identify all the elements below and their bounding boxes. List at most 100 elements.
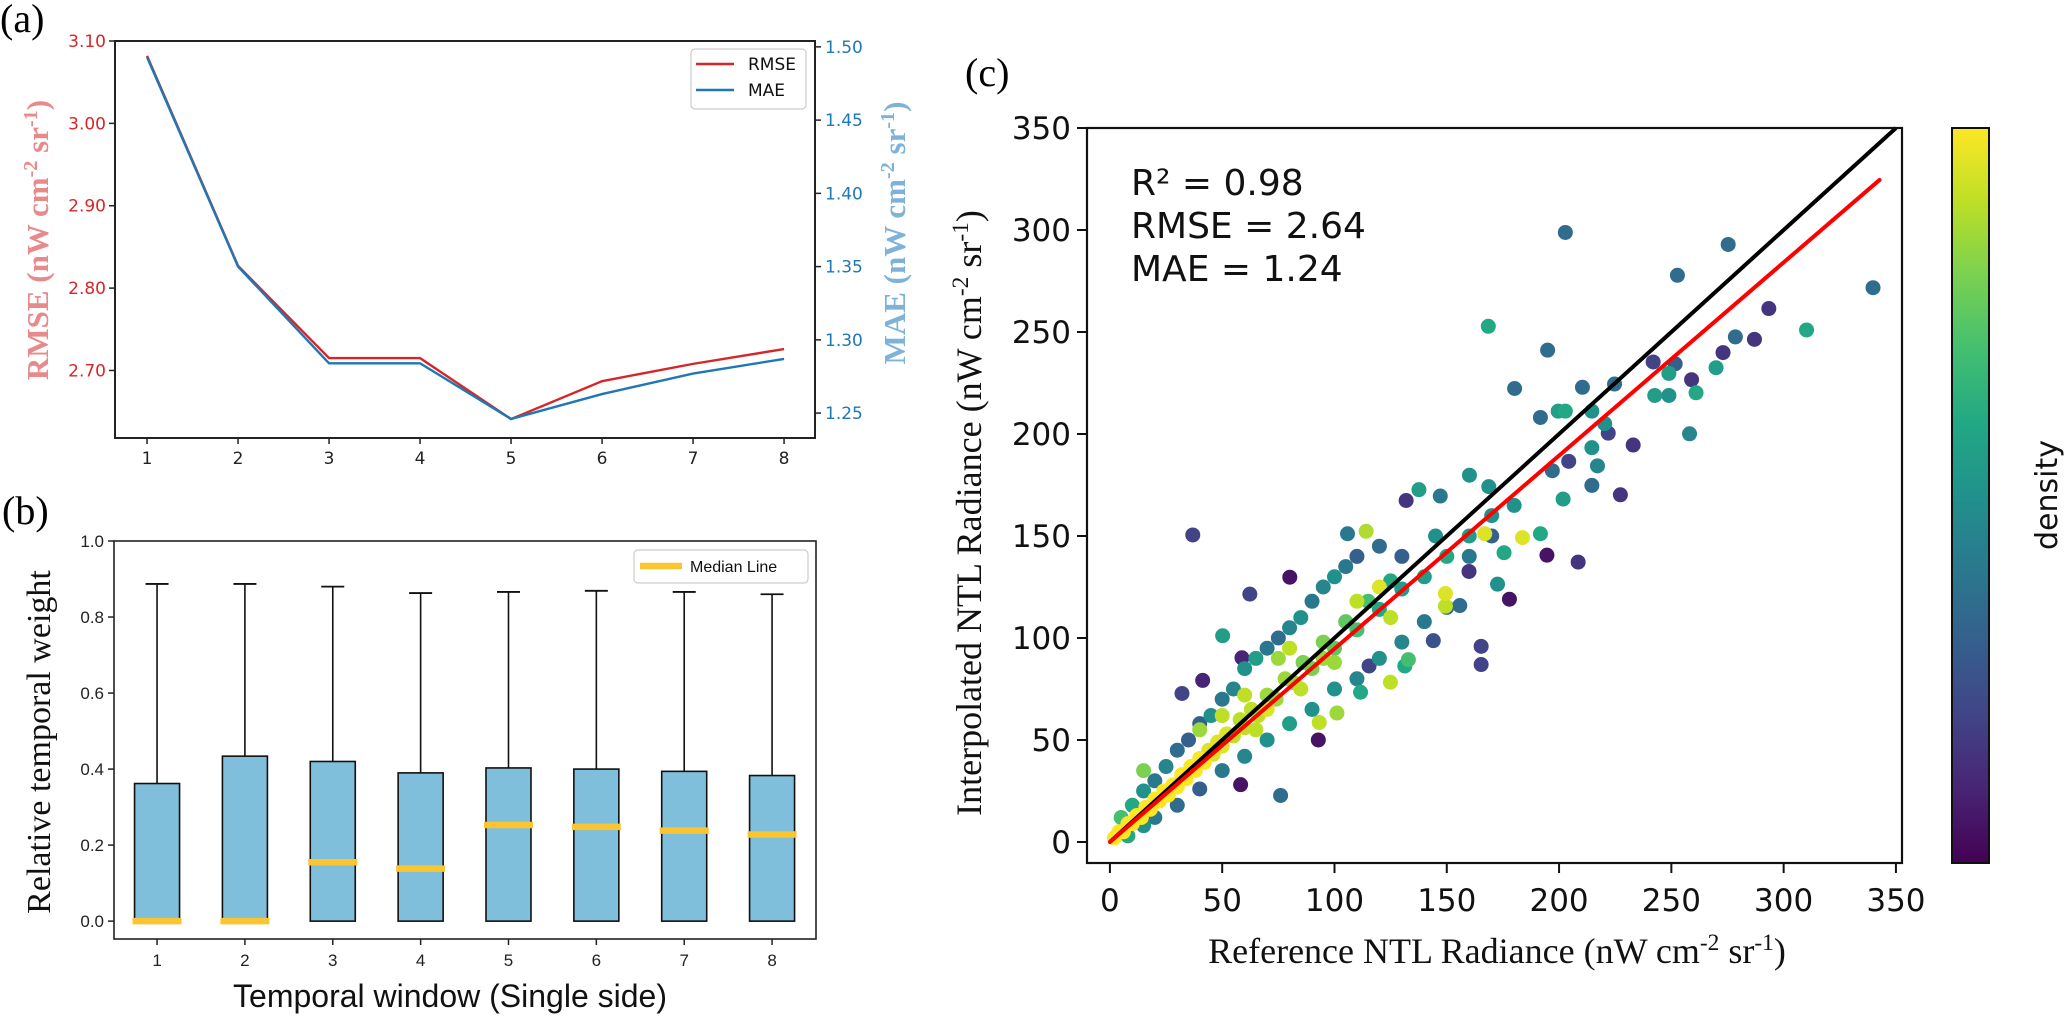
- legend-box: [633, 549, 809, 584]
- scatter-point: [1501, 591, 1517, 607]
- scatter-point: [1136, 783, 1152, 799]
- y-tick-label: 1.0: [80, 532, 104, 551]
- scatter-point: [1293, 610, 1309, 626]
- scatter-point: [1394, 548, 1410, 564]
- scatter-point: [1540, 342, 1556, 358]
- y-left-tick-label: 3.00: [68, 114, 106, 134]
- scatter-point: [1506, 497, 1522, 513]
- y-tick-label: 350: [1012, 111, 1071, 147]
- panel-label-b: (b): [2, 488, 49, 533]
- scatter-point: [1195, 672, 1211, 688]
- series-line-mae: [145, 56, 785, 421]
- y-right-tick-label: 1.40: [825, 184, 863, 204]
- legend-label: MAE: [748, 81, 785, 101]
- y-axis-label: Relative temporal weight: [21, 570, 58, 914]
- regression-fit-line: [1107, 177, 1882, 844]
- y-tick-label: 150: [1012, 519, 1071, 555]
- scatter-point: [1452, 598, 1468, 614]
- x-axis-label: Temporal window (Single side): [233, 978, 667, 1014]
- scatter-point: [1304, 701, 1320, 717]
- x-tick-label: 2: [233, 449, 244, 469]
- scatter-point: [1477, 526, 1493, 542]
- scatter-point: [1338, 559, 1354, 575]
- x-tick-label: 0: [1100, 883, 1120, 919]
- x-tick-label: 5: [506, 449, 517, 469]
- scatter-point: [1293, 681, 1309, 697]
- box-iqr: [133, 782, 181, 922]
- scatter-point: [1557, 224, 1573, 240]
- scatter-point: [1539, 547, 1555, 563]
- scatter-point: [1185, 527, 1201, 543]
- scatter-point: [1349, 548, 1365, 564]
- panel-c-density-scatter: 0 50 100 150 200 250 300 350 0 50 100 150 200 250 300 3…: [948, 111, 2065, 971]
- scatter-point: [1481, 479, 1497, 495]
- x-tick-label: 350: [1866, 883, 1925, 919]
- x-tick-label: 1: [142, 449, 153, 469]
- label-text: MAE (nW cm: [877, 179, 912, 365]
- x-tick-label: 4: [416, 951, 425, 970]
- stats-annotation: MAE = 1.24: [1131, 249, 1343, 290]
- plot-area-frame: [113, 540, 817, 940]
- scatter-point: [1661, 387, 1677, 403]
- label-text: sr: [949, 242, 989, 277]
- scatter-point: [1865, 280, 1881, 296]
- label-superscript: -2: [1700, 930, 1720, 956]
- scatter-point: [1625, 437, 1641, 453]
- legend: Median Line: [633, 549, 809, 584]
- label-superscript: -2: [20, 161, 42, 178]
- scatter-point: [1371, 579, 1387, 595]
- scatter-point: [1282, 640, 1298, 656]
- y-tick-label: 0.8: [80, 608, 104, 627]
- box-8: [747, 593, 797, 922]
- scatter-point: [1561, 453, 1577, 469]
- x-tick-label: 3: [328, 951, 337, 970]
- one-to-one-line: [1108, 126, 1898, 844]
- y-axis-label: Interpolated NTL Radiance (nW cm-2 sr-1): [948, 210, 989, 816]
- label-text: sr: [20, 127, 55, 161]
- y-right-tick-label: 1.45: [825, 111, 863, 131]
- box-2: [220, 583, 270, 925]
- panel-label-c: (c): [965, 50, 1009, 95]
- scatter-point: [1371, 650, 1387, 666]
- box-iqr: [397, 772, 444, 922]
- scatter-point: [1461, 563, 1477, 579]
- scatter-point: [1647, 387, 1663, 403]
- scatter-point: [1349, 593, 1365, 609]
- scatter-point: [1490, 576, 1506, 592]
- scatter-point: [1437, 586, 1453, 602]
- scatter-point: [1353, 684, 1369, 700]
- y-tick-label: 50: [1032, 723, 1071, 759]
- box-4: [396, 592, 446, 922]
- scatter-point: [1480, 318, 1496, 334]
- y-right-tick-label: 1.50: [825, 38, 863, 58]
- scatter-point: [1147, 773, 1163, 789]
- scatter-point: [1310, 732, 1326, 748]
- box-iqr: [748, 774, 796, 922]
- scatter-point: [1688, 385, 1704, 401]
- scatter-point: [1746, 331, 1762, 347]
- plot-area-frame: [114, 40, 816, 439]
- x-tick-label: 150: [1417, 883, 1476, 919]
- scatter-point: [1225, 681, 1241, 697]
- scatter-point: [1315, 579, 1331, 595]
- scatter-point: [1428, 528, 1444, 544]
- scatter-point: [1233, 777, 1249, 793]
- y-tick-label: 0: [1051, 825, 1071, 861]
- x-tick-label: 4: [415, 449, 426, 469]
- scatter-point: [1682, 426, 1698, 442]
- x-tick-label: 300: [1754, 883, 1813, 919]
- scatter-point: [1555, 491, 1571, 507]
- box-iqr: [485, 767, 532, 922]
- scatter-point: [1416, 614, 1432, 630]
- scatter-point: [1304, 593, 1320, 609]
- scatter-point: [1589, 458, 1605, 474]
- scatter-point: [1169, 742, 1185, 758]
- y-tick-label: 0.0: [80, 912, 104, 931]
- scatter-point: [1282, 569, 1298, 585]
- y-tick-label: 100: [1012, 621, 1071, 657]
- scatter-point: [1371, 538, 1387, 554]
- scatter-point: [1557, 403, 1573, 419]
- label-text: sr: [1719, 931, 1754, 971]
- y-right-tick-label: 1.35: [825, 258, 863, 278]
